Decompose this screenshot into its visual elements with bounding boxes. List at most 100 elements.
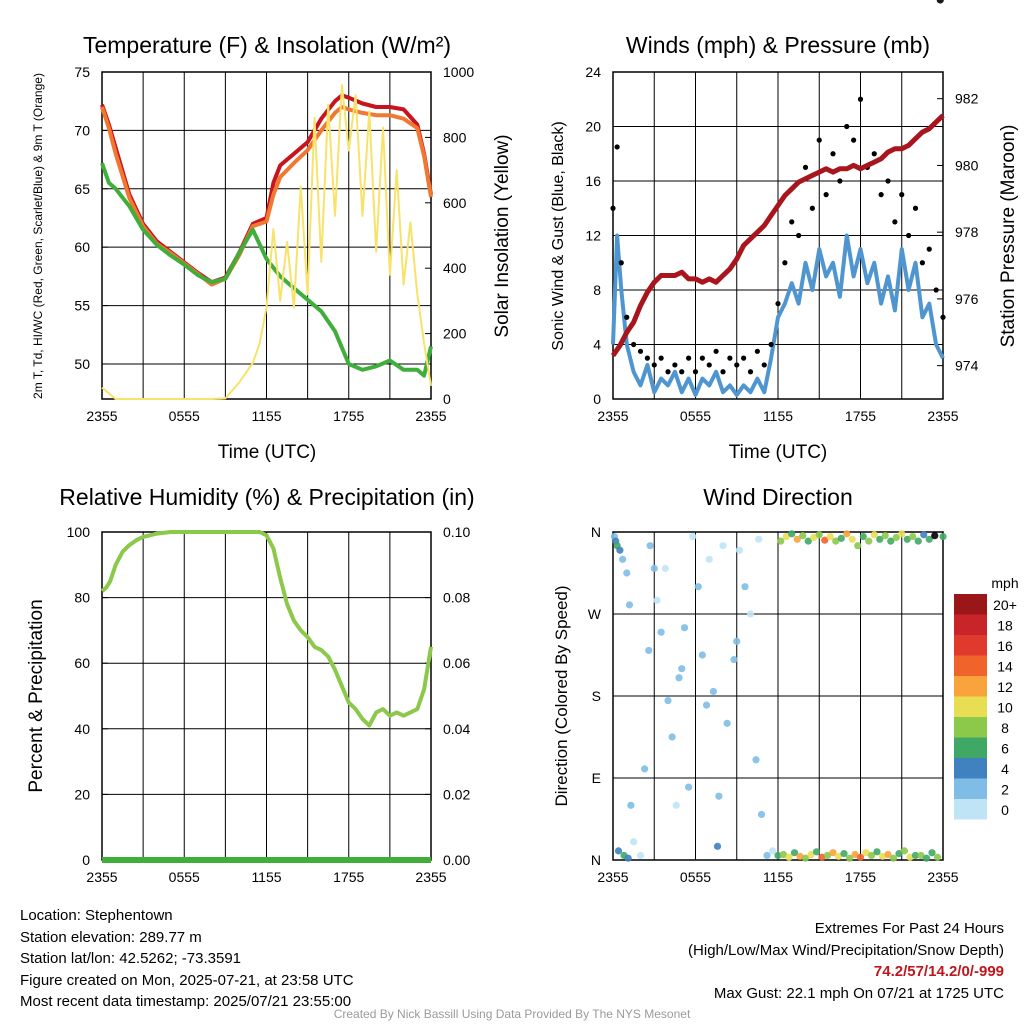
temperature-title: Temperature (F) & Insolation (W/m²) [83, 32, 451, 58]
y-tick-label: 16 [585, 173, 601, 189]
direction-point [675, 674, 683, 682]
latlon-text: Station lat/lon: 42.5262; -73.3591 [20, 950, 242, 967]
legend-swatch [954, 778, 987, 799]
direction-point [623, 569, 631, 577]
legend-label: 16 [997, 638, 1013, 654]
direction-point [821, 536, 829, 544]
gust-point [713, 348, 719, 354]
y2-tick-label: 0.06 [443, 655, 470, 671]
x-tick-label: 2355 [597, 408, 628, 424]
gust-point [940, 314, 946, 320]
legend-label: 14 [997, 659, 1013, 675]
gust-point [796, 232, 802, 239]
station-info: Location: Stephentown Station elevation:… [20, 905, 354, 1013]
direction-ylabel: Direction (Colored By Speed) [552, 585, 571, 806]
y-tick-label: 0 [593, 391, 601, 407]
created-text: Figure created on Mon, 2025-07-21, at 23… [20, 971, 354, 989]
y2-tick-label: 974 [955, 358, 979, 374]
y-tick-label: 24 [585, 64, 601, 80]
gust-point [631, 341, 637, 348]
y-tick-label: 60 [74, 239, 90, 255]
direction-point [741, 583, 749, 591]
temperature-xlabel: Time (UTC) [218, 442, 317, 463]
direction-point [823, 851, 832, 860]
direction-point [685, 783, 693, 791]
series-line-2m-td [100, 162, 433, 378]
direction-point [785, 853, 793, 861]
x-tick-label: 1755 [845, 408, 876, 424]
legend-label: 12 [997, 679, 1013, 695]
gust-point [651, 362, 657, 368]
winds-ylabel: Sonic Wind & Gust (Blue, Black) [550, 121, 567, 350]
direction-point [614, 847, 623, 855]
legend-label: 6 [1001, 741, 1009, 757]
x-tick-label: 2355 [927, 869, 958, 885]
gust-point [754, 348, 760, 354]
extremes-box: Extremes For Past 24 Hours (High/Low/Max… [688, 918, 1004, 1004]
gust-point [741, 355, 747, 361]
legend-label: 20+ [993, 597, 1017, 613]
x-tick-label: 1155 [251, 408, 281, 424]
direction-point [723, 719, 731, 727]
x-tick-label: 1755 [845, 869, 876, 885]
y2-tick-label: 0.08 [443, 590, 470, 606]
direction-point [782, 532, 790, 541]
gust-point [768, 341, 774, 348]
direction-point [793, 535, 801, 543]
direction-point [702, 701, 711, 709]
gust-point [837, 178, 843, 184]
direction-point [917, 851, 925, 860]
direction-point [834, 852, 843, 860]
direction-point [920, 531, 928, 539]
direction-point [939, 532, 947, 541]
humidity-ylabel: Percent & Precipitation [26, 599, 47, 792]
gust-point [933, 287, 939, 293]
gust-point [899, 192, 905, 198]
y2-tick-label: 0.00 [443, 852, 470, 868]
legend-swatch [954, 758, 987, 779]
y-tick-label: 80 [74, 590, 90, 606]
legend-swatch [954, 799, 987, 820]
direction-point [928, 849, 936, 857]
y-tick-label: E [592, 770, 601, 786]
x-tick-label: 2355 [927, 408, 958, 424]
y2-tick-label: 978 [955, 224, 979, 240]
y2-tick-label: 976 [955, 291, 979, 307]
direction-point [661, 564, 669, 573]
direction-point [826, 532, 834, 541]
direction-point [854, 542, 862, 550]
gust-point [614, 144, 620, 150]
gust-point [727, 355, 733, 361]
gust-point [672, 362, 678, 368]
direction-point [630, 838, 638, 846]
recent-text: Most recent data timestamp: 2025/07/21 2… [20, 993, 352, 1010]
y-tick-label: 12 [585, 228, 601, 244]
gust-point [658, 355, 664, 361]
gust-point [871, 151, 877, 157]
direction-point [862, 849, 870, 857]
x-tick-label: 0555 [680, 869, 711, 885]
direction-point [689, 532, 697, 541]
direction-point [619, 555, 627, 563]
x-tick-label: 1755 [333, 869, 364, 885]
direction-point [645, 646, 653, 655]
x-tick-label: 1155 [251, 869, 281, 885]
y2-tick-label: 800 [443, 129, 467, 145]
direction-point [733, 637, 741, 645]
gust-point [802, 164, 809, 170]
direction-point [735, 546, 744, 554]
legend-label: 4 [1001, 761, 1009, 777]
legend-swatch [954, 676, 987, 697]
direction-point [627, 801, 635, 809]
gust-point [823, 192, 829, 198]
direction-panel: Wind Direction 2355 0555 1155 1755 2355NESWN… [552, 0, 1019, 885]
direction-point [698, 651, 706, 659]
direction-point [892, 533, 900, 542]
direction-point [763, 851, 771, 860]
direction-point [774, 851, 782, 860]
direction-point [715, 792, 723, 800]
direction-point [746, 610, 755, 618]
gust-point [816, 137, 822, 143]
legend-label: 18 [997, 618, 1013, 634]
legend-swatch [954, 696, 987, 717]
